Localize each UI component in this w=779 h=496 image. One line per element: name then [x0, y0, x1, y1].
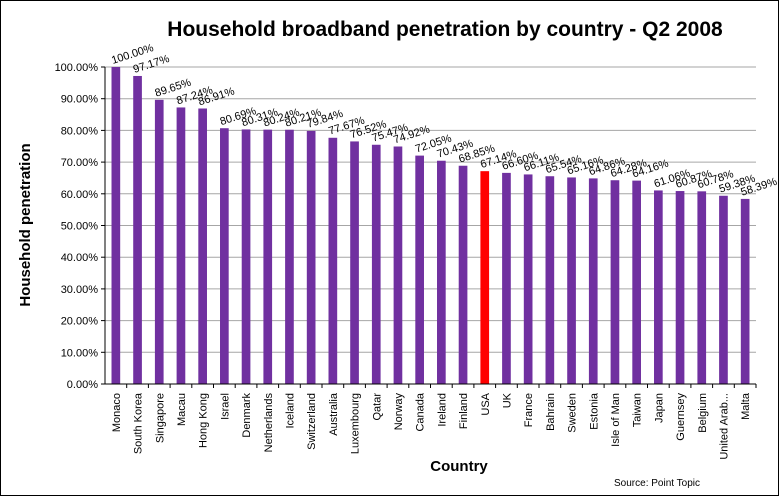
y-tick-label: 80.00% — [61, 125, 99, 137]
x-tick-label: United Arab... — [718, 393, 730, 460]
bar — [328, 137, 338, 384]
x-tick-label: Taiwan — [632, 393, 644, 427]
bar — [415, 155, 424, 384]
x-tick-label: Canada — [415, 392, 427, 431]
bar — [263, 129, 273, 384]
bar — [480, 171, 490, 384]
bar — [740, 198, 750, 384]
x-tick-label: Denmark — [241, 393, 253, 438]
x-tick-label: Hong Kong — [198, 393, 210, 448]
bar — [654, 190, 663, 384]
y-axis-title: Household penetration — [17, 143, 34, 306]
bar — [154, 99, 164, 384]
x-tick-label: Switzerland — [306, 393, 318, 450]
bar — [176, 107, 186, 384]
x-tick-label: Australia — [328, 392, 340, 436]
bar — [437, 160, 446, 384]
bar — [458, 165, 468, 384]
x-tick-label: Norway — [393, 393, 405, 431]
x-tick-label: Estonia — [588, 392, 600, 430]
bar — [111, 67, 121, 384]
x-axis-ticks: Monaco South Korea Singapore Macau Hong Kong… — [111, 384, 757, 460]
bar — [198, 108, 207, 384]
bars — [111, 67, 750, 384]
x-tick-label: Singapore — [154, 393, 166, 443]
chart-title: Household broadband penetration by count… — [167, 18, 723, 41]
x-tick-label: Finland — [458, 393, 470, 429]
bar — [588, 178, 598, 384]
x-tick-label: Malta — [740, 392, 752, 420]
bar — [719, 195, 728, 384]
bar — [697, 191, 707, 384]
x-tick-label: Israel — [219, 393, 231, 420]
x-tick-label: Iceland — [284, 393, 296, 428]
bar — [502, 172, 511, 384]
x-tick-label: Monaco — [111, 393, 123, 432]
bar — [306, 130, 316, 384]
y-tick-label: 50.00% — [61, 221, 99, 233]
x-tick-label: South Korea — [133, 392, 145, 454]
source-note: Source: Point Topic — [614, 478, 700, 489]
x-tick-label: UK — [501, 392, 513, 408]
y-tick-label: 90.00% — [61, 94, 99, 106]
x-tick-label: Macau — [176, 393, 188, 426]
x-tick-label: Belgium — [697, 393, 709, 433]
y-tick-label: 0.00% — [67, 379, 98, 391]
bar — [675, 191, 685, 384]
x-tick-label: Isle of Man — [610, 393, 622, 447]
x-tick-label: Japan — [653, 393, 665, 423]
bar — [285, 129, 294, 384]
bar — [567, 177, 576, 384]
x-axis-title: Country — [430, 458, 488, 475]
x-tick-label: Ireland — [436, 393, 448, 427]
data-labels: 100.00%97.17%89.65%87.24%86.91%80.69%80.… — [110, 42, 779, 199]
bar — [523, 174, 533, 384]
y-tick-label: 100.00% — [55, 62, 99, 74]
x-tick-label: Bahrain — [545, 393, 557, 431]
bar — [393, 146, 403, 384]
bar — [133, 75, 142, 384]
x-tick-label: France — [523, 393, 535, 427]
x-tick-label: Guernsey — [675, 393, 687, 441]
x-tick-label: Luxembourg — [350, 393, 362, 454]
bar — [241, 129, 251, 384]
y-tick-label: 60.00% — [61, 189, 99, 201]
y-axis-ticks: 0.00% 10.00% 20.00% 30.00% 40.00% 50.00% 60.00… — [55, 62, 105, 391]
y-tick-label: 20.00% — [61, 316, 99, 328]
bar — [545, 176, 555, 384]
bar — [220, 128, 229, 384]
bar — [610, 180, 620, 384]
y-tick-label: 40.00% — [61, 252, 99, 264]
x-tick-label: USA — [480, 392, 492, 415]
y-tick-label: 30.00% — [61, 284, 99, 296]
bar — [632, 180, 641, 384]
x-tick-label: Qatar — [371, 393, 383, 421]
bar — [350, 141, 359, 384]
y-tick-label: 70.00% — [61, 157, 99, 169]
y-tick-label: 10.00% — [61, 347, 99, 359]
x-tick-label: Sweden — [567, 393, 579, 433]
x-tick-label: Netherlands — [263, 393, 275, 453]
bar — [371, 144, 381, 384]
